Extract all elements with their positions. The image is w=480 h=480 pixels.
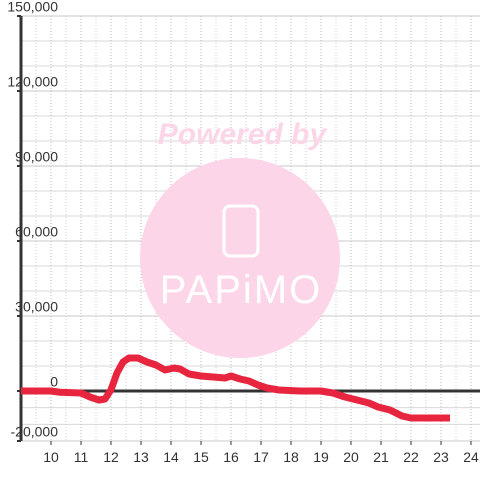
watermark-icon (222, 204, 260, 258)
x-tick-label: 23 (433, 449, 449, 465)
y-tick-label: 0 (50, 374, 58, 390)
x-tick-label: 15 (193, 449, 209, 465)
watermark-circle (140, 158, 340, 358)
x-tick-label: 17 (253, 449, 269, 465)
x-tick-label: 20 (343, 449, 359, 465)
x-tick-label: 12 (103, 449, 119, 465)
x-tick-label: 16 (223, 449, 239, 465)
watermark: Powered by PAPiMO (140, 118, 340, 358)
x-tick-label: 11 (74, 449, 89, 465)
y-tick-label: 30,000 (15, 299, 58, 315)
x-tick-label: 22 (403, 449, 419, 465)
x-tick-label: 24 (463, 449, 479, 465)
watermark-logo: PAPiMO (160, 268, 322, 312)
x-tick-label: 21 (373, 449, 389, 465)
y-tick-label: -20,000 (11, 424, 59, 440)
x-tick-label: 10 (43, 449, 59, 465)
y-tick-label: 120,000 (7, 74, 58, 90)
y-tick-label: 90,000 (15, 149, 58, 165)
x-tick-label: 14 (163, 449, 179, 465)
y-tick-label: 150,000 (7, 0, 58, 15)
data-line (21, 354, 450, 422)
x-tick-label: 13 (133, 449, 149, 465)
x-tick-label: 18 (283, 449, 299, 465)
x-tick-label: 19 (313, 449, 329, 465)
y-tick-label: 60,000 (15, 224, 58, 240)
watermark-text: Powered by (158, 118, 328, 151)
